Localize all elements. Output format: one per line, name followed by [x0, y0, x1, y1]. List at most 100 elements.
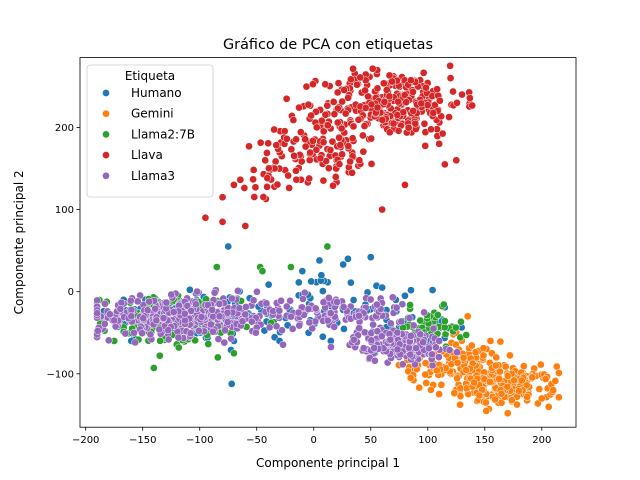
data-point	[522, 381, 531, 390]
data-point	[326, 146, 335, 154]
data-point	[328, 137, 337, 146]
data-point	[285, 184, 293, 192]
data-point	[429, 108, 438, 117]
data-point	[433, 366, 441, 375]
data-point	[528, 373, 537, 382]
data-point	[359, 344, 368, 352]
data-point	[315, 256, 324, 265]
data-point	[513, 400, 521, 409]
data-point	[204, 340, 213, 348]
data-point	[421, 142, 430, 150]
data-point	[393, 328, 402, 337]
data-point	[406, 374, 415, 382]
data-point	[421, 370, 430, 379]
data-point	[537, 394, 546, 403]
data-point	[344, 254, 352, 263]
data-point	[398, 360, 407, 369]
data-point	[406, 350, 415, 359]
data-point	[212, 263, 221, 271]
data-point	[155, 325, 164, 334]
data-point	[298, 267, 307, 275]
data-point	[249, 175, 257, 184]
data-point	[296, 128, 305, 136]
data-point	[333, 88, 342, 97]
data-point	[220, 338, 229, 347]
legend-label: Llama2:7B	[131, 127, 195, 141]
data-point	[435, 390, 443, 398]
data-point	[228, 294, 236, 303]
data-point	[378, 283, 387, 292]
data-point	[485, 378, 494, 386]
data-point	[117, 298, 126, 307]
data-point	[517, 376, 526, 385]
data-point	[305, 318, 314, 327]
data-point	[347, 278, 355, 287]
data-point	[519, 362, 528, 370]
series-llama3	[93, 286, 461, 370]
data-point	[422, 379, 431, 387]
data-point	[306, 148, 314, 157]
data-point	[192, 300, 200, 309]
data-point	[282, 302, 291, 311]
data-point	[416, 330, 425, 339]
x-axis-label: Componente principal 1	[256, 456, 400, 470]
data-point	[425, 344, 433, 353]
data-point	[355, 311, 363, 320]
data-point	[201, 213, 210, 222]
data-point	[209, 327, 217, 336]
data-point	[319, 138, 328, 147]
data-point	[294, 308, 303, 317]
data-point	[523, 393, 532, 401]
data-point	[261, 156, 270, 165]
data-point	[431, 343, 440, 352]
data-point	[241, 310, 250, 319]
data-point	[327, 343, 335, 351]
data-point	[366, 295, 375, 304]
series-llava	[201, 61, 477, 230]
data-point	[299, 295, 307, 303]
data-point	[338, 97, 347, 106]
data-point	[297, 157, 306, 166]
data-point	[194, 327, 203, 335]
data-point	[367, 336, 376, 345]
data-point	[263, 182, 271, 191]
data-point	[127, 305, 136, 314]
data-point	[373, 103, 382, 112]
data-point	[279, 340, 287, 349]
data-point	[116, 305, 125, 313]
data-point	[552, 362, 561, 371]
data-point	[353, 80, 361, 89]
data-point	[348, 134, 357, 143]
data-point	[252, 328, 260, 337]
data-point	[301, 135, 310, 144]
data-point	[110, 316, 119, 325]
data-point	[428, 350, 436, 359]
data-point	[465, 94, 474, 102]
data-point	[462, 366, 470, 374]
data-point	[329, 98, 338, 106]
data-point	[367, 134, 376, 143]
data-point	[510, 376, 518, 385]
data-point	[333, 298, 341, 306]
data-point	[271, 157, 280, 166]
data-point	[407, 286, 415, 295]
data-point	[471, 348, 480, 357]
data-point	[411, 119, 420, 128]
data-point	[187, 307, 195, 315]
data-point	[280, 127, 289, 136]
data-point	[323, 242, 332, 251]
data-point	[503, 372, 512, 380]
data-point	[407, 76, 415, 85]
data-point	[417, 99, 426, 108]
data-point	[323, 121, 332, 130]
data-point	[377, 332, 386, 341]
data-point	[341, 109, 350, 118]
data-point	[549, 386, 558, 395]
data-point	[388, 77, 396, 86]
data-point	[355, 156, 364, 165]
data-point	[428, 286, 437, 294]
data-point	[402, 98, 411, 107]
data-point	[287, 145, 296, 154]
data-point	[330, 323, 339, 331]
data-point	[289, 116, 298, 124]
